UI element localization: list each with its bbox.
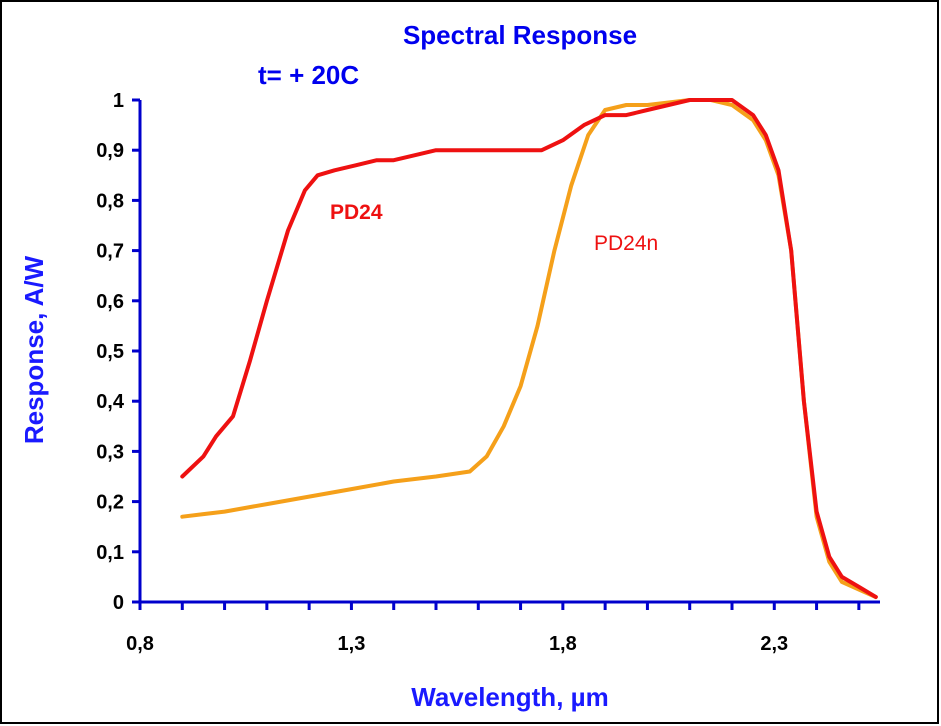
axes: 0 0,1 0,2 0,3 0,4 0,5 0,6 0,7 0,8 0,9 1 0,8 1,3 1,8 2,… <box>96 90 880 655</box>
y-tick-label: 0 <box>113 592 124 614</box>
x-tick-label: 2,3 <box>760 633 788 655</box>
chart-subtitle: t= + 20C <box>258 60 359 90</box>
y-tick-label: 1 <box>113 90 124 112</box>
y-tick-label: 0,1 <box>96 542 124 564</box>
series-lines <box>180 98 878 599</box>
y-tick-label: 0,6 <box>96 291 124 313</box>
series-label-pd24n: PD24n <box>594 232 658 255</box>
y-tick-label: 0,8 <box>96 190 124 212</box>
y-tick-label: 0,9 <box>96 140 124 162</box>
chart-title: Spectral Response <box>403 20 637 50</box>
y-tick-label: 0,4 <box>96 391 125 413</box>
y-tick-label: 0,5 <box>96 341 124 363</box>
x-tick-label: 0,8 <box>126 633 154 655</box>
x-tick-label: 1,8 <box>549 633 577 655</box>
y-tick-label: 0,7 <box>96 241 124 263</box>
series-line-pd24 <box>180 98 878 599</box>
x-axis-title: Wavelength, µm <box>411 682 609 712</box>
x-tick-label: 1,3 <box>338 633 366 655</box>
y-tick-label: 0,3 <box>96 441 124 463</box>
y-axis-title: Response, A/W <box>19 255 49 444</box>
y-tick-label: 0,2 <box>96 492 124 514</box>
series-label-pd24: PD24 <box>330 201 383 224</box>
